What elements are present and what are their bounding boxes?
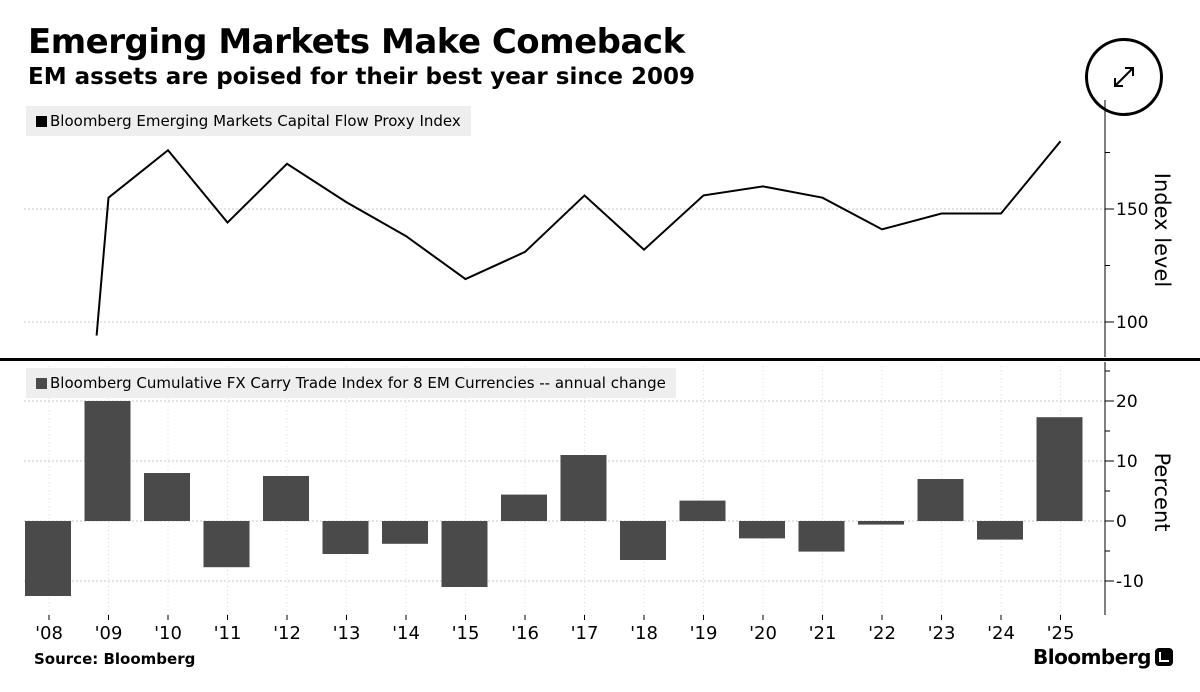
- y-tick-label: 20: [1116, 392, 1138, 412]
- x-tick-label: '24: [987, 623, 1015, 644]
- y-axis-title: Percent: [1150, 452, 1174, 531]
- bar: [620, 521, 666, 560]
- x-tick-label: '22: [868, 623, 896, 644]
- y-axis-title: Index level: [1150, 173, 1174, 287]
- legend-bar-label: Bloomberg Cumulative FX Carry Trade Inde…: [50, 374, 666, 392]
- y-tick-label: 0: [1116, 512, 1127, 532]
- x-tick-label: '19: [690, 623, 718, 644]
- source-note: Source: Bloomberg: [34, 650, 196, 668]
- x-tick-label: '18: [630, 623, 658, 644]
- brand-logo: Bloomberg: [1033, 645, 1173, 669]
- bar: [25, 521, 71, 596]
- line-series: [95, 140, 1062, 336]
- x-tick-label: '13: [333, 623, 361, 644]
- bar: [263, 476, 309, 521]
- legend-line-label: Bloomberg Emerging Markets Capital Flow …: [50, 112, 461, 130]
- legend-line-series: Bloomberg Emerging Markets Capital Flow …: [26, 106, 471, 136]
- x-tick-label: '08: [35, 623, 63, 644]
- x-tick-label: '14: [392, 623, 420, 644]
- legend-bar-series: Bloomberg Cumulative FX Carry Trade Inde…: [26, 368, 676, 398]
- bar: [560, 455, 607, 521]
- x-tick-label: '23: [928, 623, 956, 644]
- bloomberg-icon: [1154, 648, 1173, 666]
- x-tick-label: '25: [1047, 623, 1075, 644]
- bar: [322, 521, 369, 554]
- x-tick-label: '16: [511, 623, 539, 644]
- y-tick-label: 100: [1116, 313, 1148, 333]
- bar: [1036, 417, 1083, 521]
- bar: [441, 521, 488, 587]
- bar: [679, 500, 726, 521]
- x-tick-label: '12: [273, 623, 301, 644]
- bar: [203, 521, 250, 568]
- y-tick-label: 10: [1116, 452, 1138, 472]
- chart-subtitle: EM assets are poised for their best year…: [28, 64, 695, 90]
- x-tick-label: '09: [95, 623, 123, 644]
- bar: [977, 521, 1023, 540]
- x-tick-label: '15: [452, 623, 480, 644]
- x-tick-label: '20: [749, 623, 777, 644]
- bar: [917, 479, 964, 521]
- x-tick-label: '21: [809, 623, 837, 644]
- y-tick-label: 150: [1116, 200, 1148, 220]
- chart-title: Emerging Markets Make Comeback: [28, 22, 685, 62]
- expand-button[interactable]: [1085, 38, 1163, 116]
- bar: [382, 521, 428, 544]
- legend-swatch-bar: [36, 378, 47, 389]
- bar: [798, 521, 845, 552]
- brand-text: Bloomberg: [1033, 645, 1151, 669]
- y-tick-label: -10: [1116, 572, 1144, 592]
- expand-icon: [1114, 67, 1134, 87]
- bar: [739, 521, 785, 539]
- x-tick-label: '10: [154, 623, 182, 644]
- x-tick-label: '11: [214, 623, 242, 644]
- bar: [144, 473, 190, 521]
- x-tick-label: '17: [571, 623, 599, 644]
- bar: [501, 494, 547, 521]
- bar: [84, 401, 131, 521]
- bar: [858, 521, 904, 525]
- legend-swatch-line: [36, 116, 47, 127]
